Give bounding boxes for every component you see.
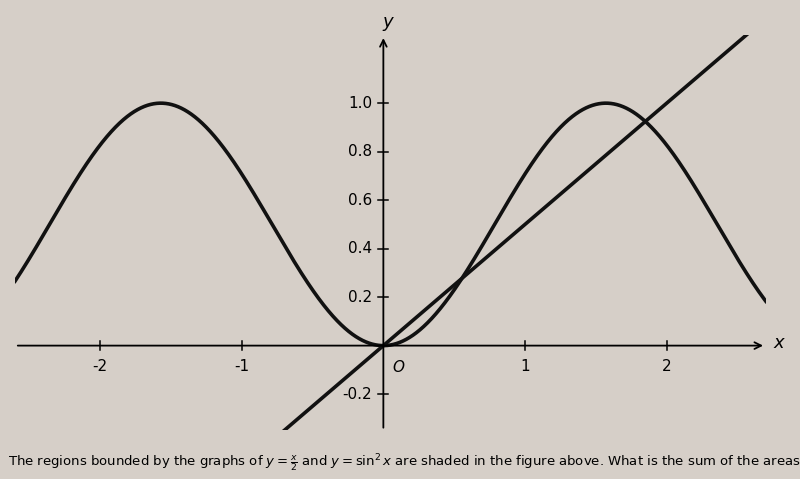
Text: -1: -1 xyxy=(234,359,250,374)
Text: 2: 2 xyxy=(662,359,671,374)
Text: 1.0: 1.0 xyxy=(348,96,372,111)
Text: 1: 1 xyxy=(520,359,530,374)
Text: 0.4: 0.4 xyxy=(348,241,372,256)
Text: 0.8: 0.8 xyxy=(348,144,372,159)
Text: $x$: $x$ xyxy=(773,334,786,352)
Text: 0.2: 0.2 xyxy=(348,290,372,305)
Text: The regions bounded by the graphs of $y = \frac{x}{2}$ and $y = \sin^2 x$ are sh: The regions bounded by the graphs of $y … xyxy=(8,453,800,474)
Text: -2: -2 xyxy=(93,359,107,374)
Text: 0.6: 0.6 xyxy=(348,193,372,207)
Text: $O$: $O$ xyxy=(392,359,406,375)
Text: -0.2: -0.2 xyxy=(342,387,372,401)
Text: $y$: $y$ xyxy=(382,15,396,33)
